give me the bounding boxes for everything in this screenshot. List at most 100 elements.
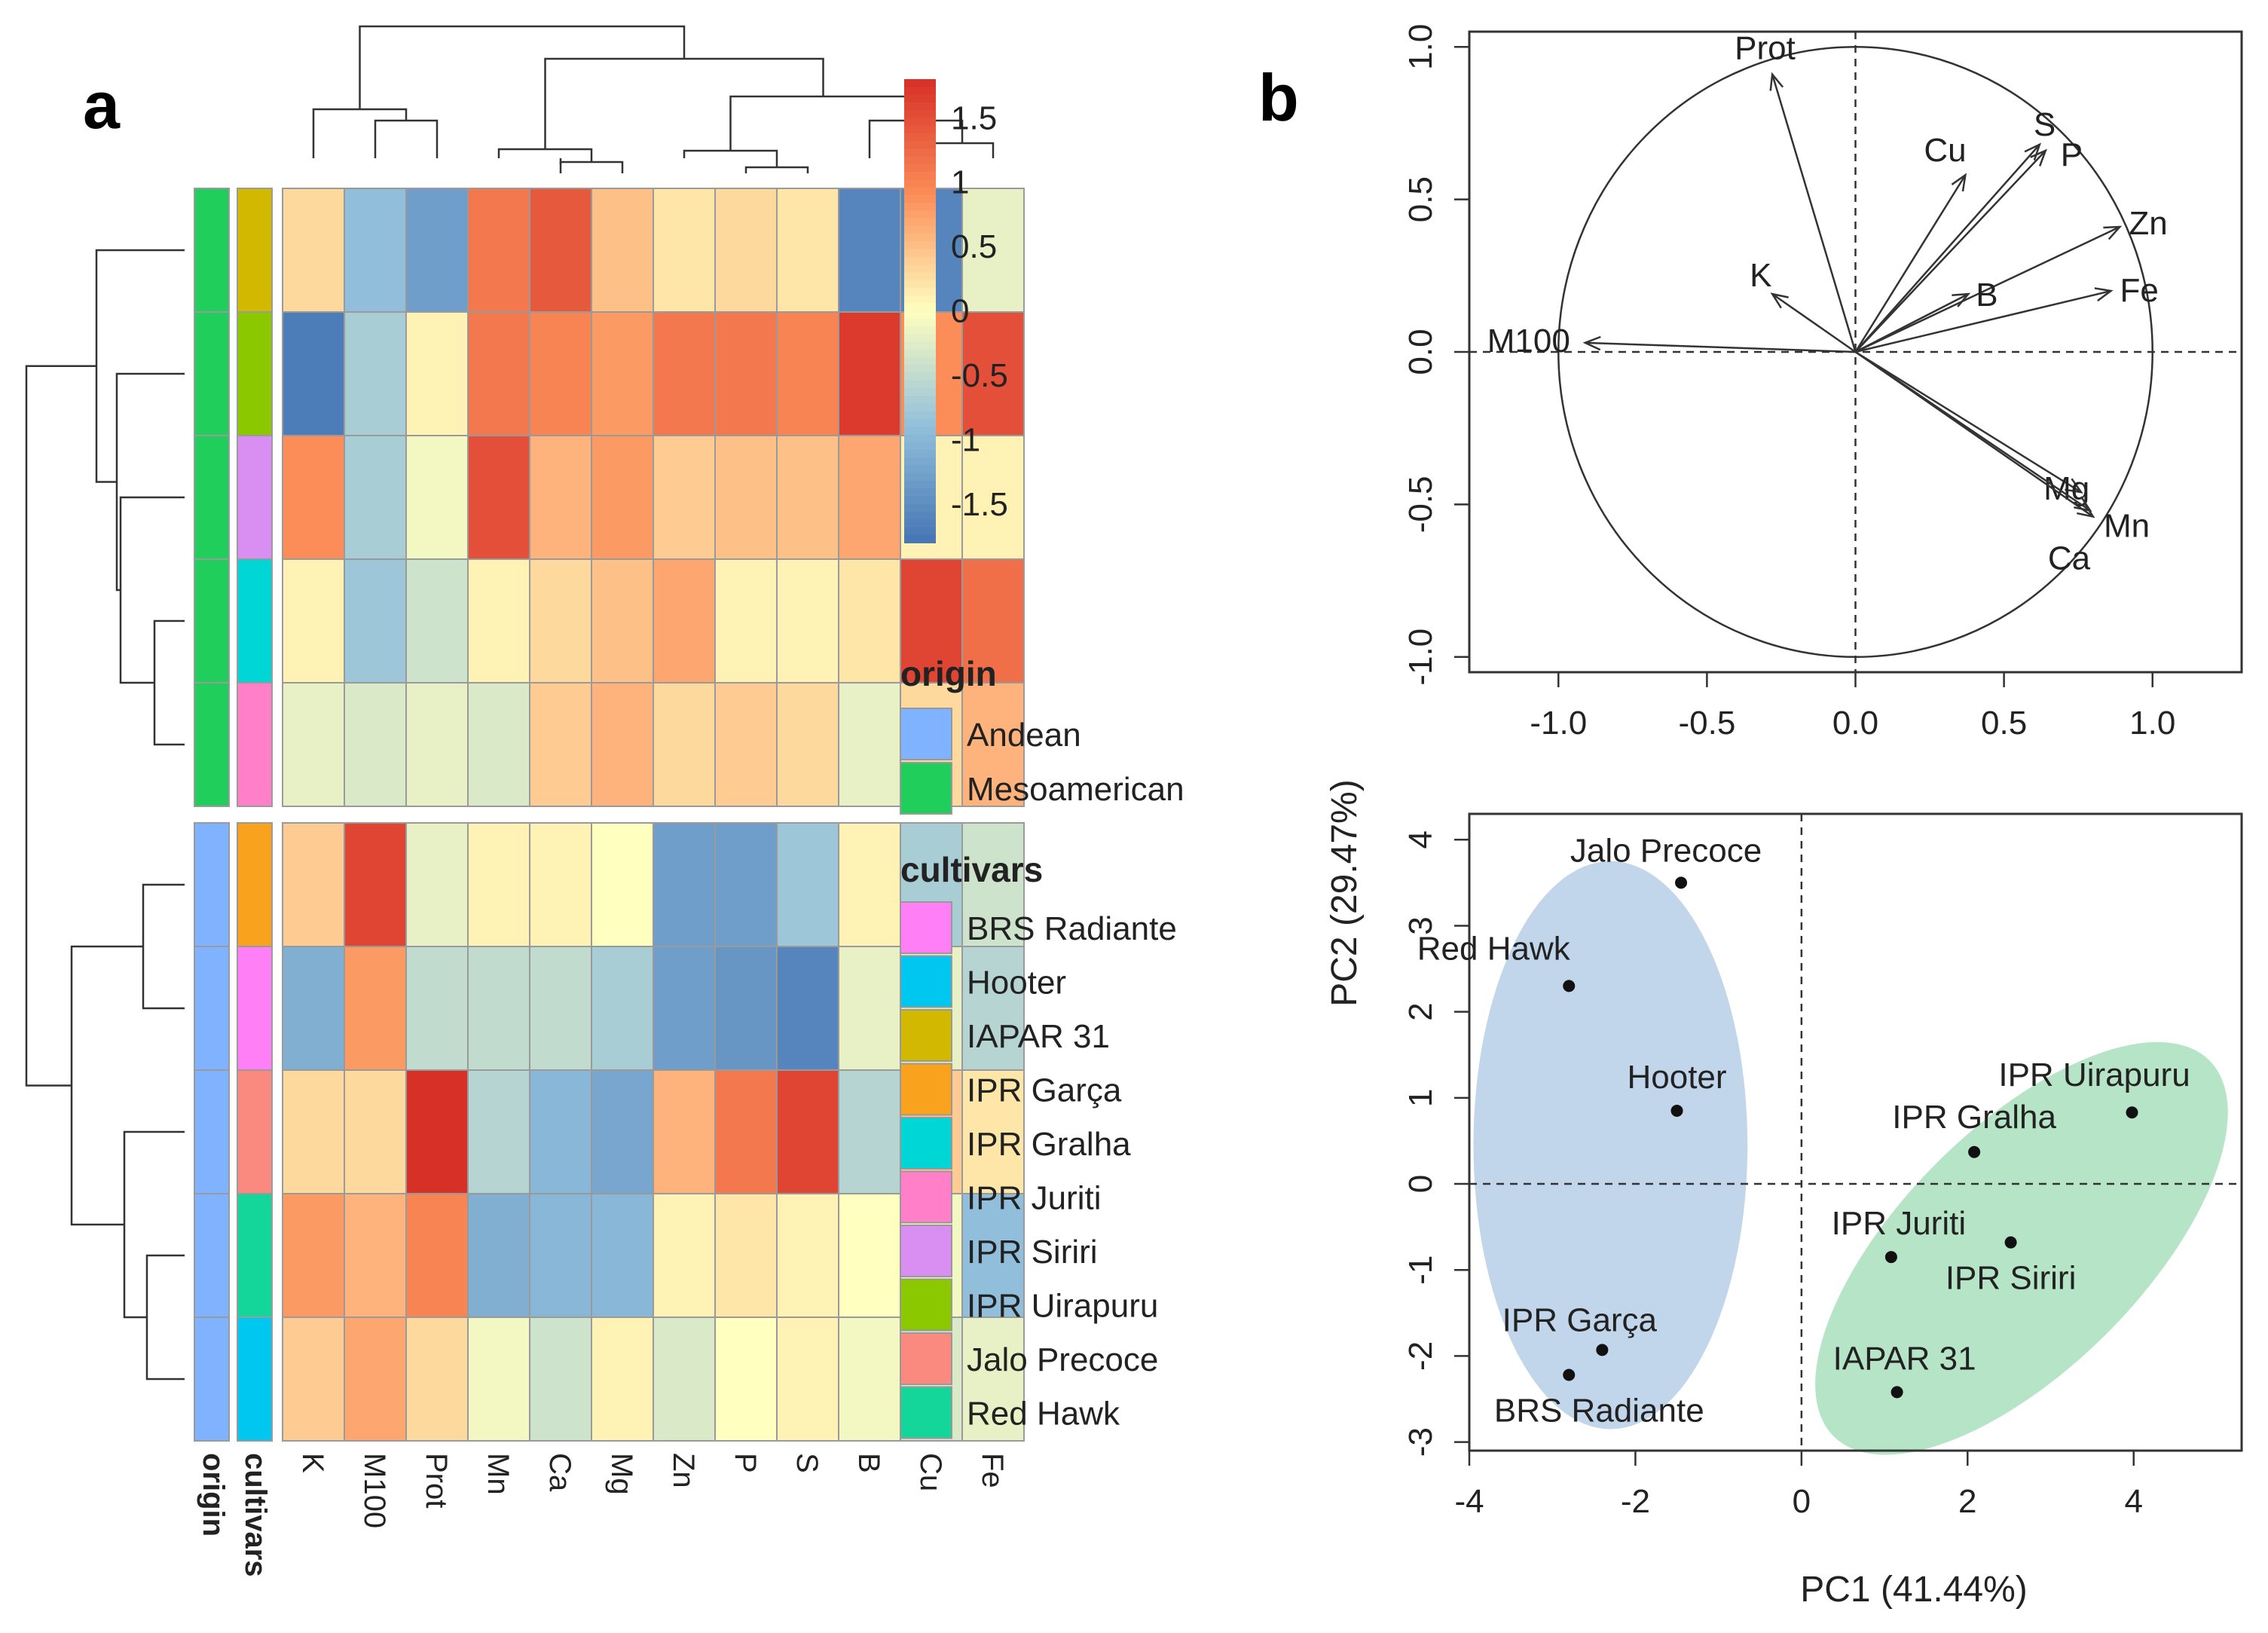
- heat-cell: [467, 682, 530, 807]
- heat-cell: [591, 682, 654, 807]
- heat-cell: [591, 311, 654, 436]
- heat-cell: [838, 1316, 901, 1442]
- arrow-head: [2103, 225, 2123, 240]
- legend-label: Jalo Precoce: [967, 1341, 1158, 1378]
- heat-cell: [653, 435, 716, 560]
- color-key-band: [904, 442, 936, 451]
- heat-cell: [714, 1316, 778, 1442]
- heat-cell: [344, 946, 407, 1071]
- loading-arrow: [1854, 174, 1967, 353]
- dendrogram-branch: [70, 945, 143, 1226]
- heat-cell: [653, 822, 716, 947]
- heat-cell: [405, 558, 469, 683]
- origin-annotation-cell: [194, 1193, 230, 1318]
- dendrogram-branch: [145, 1254, 185, 1381]
- heat-cell: [776, 1069, 839, 1194]
- heat-cell: [529, 311, 592, 436]
- cultivar-annotation-cell: [237, 188, 273, 313]
- heat-cell: [961, 1193, 1025, 1318]
- heat-cell: [529, 946, 592, 1071]
- color-key-band: [904, 133, 936, 142]
- origin-annotation-cell: [194, 1316, 230, 1442]
- heat-cell: [344, 1069, 407, 1194]
- color-key-band: [904, 527, 936, 536]
- heat-cell: [653, 311, 716, 436]
- loading-label: Ca: [2048, 540, 2091, 577]
- origin-annotation-cell: [194, 1069, 230, 1194]
- heat-cell: [529, 558, 592, 683]
- dendrogram-branch: [95, 249, 185, 483]
- color-key-band: [904, 388, 936, 397]
- x-tick-label: 2: [1958, 1483, 1976, 1520]
- heat-cell: [776, 1316, 839, 1442]
- y-tick-label: -0.5: [1402, 476, 1439, 533]
- color-key-tick: -1: [951, 421, 980, 458]
- heat-cell: [282, 558, 345, 683]
- score-point: [1675, 876, 1688, 889]
- score-label: IPR Juriti: [1832, 1205, 1966, 1242]
- score-point: [1891, 1386, 1903, 1399]
- heat-cell: [405, 1193, 469, 1318]
- dendrogram-branch: [119, 496, 185, 684]
- color-key-band: [904, 125, 936, 134]
- color-key-band: [904, 164, 936, 173]
- color-key-band: [904, 102, 936, 111]
- heat-cell: [405, 1069, 469, 1194]
- color-key-tick: 0: [951, 293, 969, 330]
- loading-label: K: [1750, 257, 1771, 294]
- heat-cell: [591, 1193, 654, 1318]
- loading-label: B: [1976, 277, 1997, 313]
- legend-swatch: [900, 1170, 952, 1224]
- y-tick-label: 1.0: [1402, 24, 1439, 70]
- heat-cell: [405, 682, 469, 807]
- dendrogram-branch: [153, 619, 185, 746]
- loading-arrow: [1771, 74, 1857, 353]
- heat-cell: [653, 682, 716, 807]
- column-label: Mn: [481, 1453, 515, 1495]
- dendrogram-branch: [142, 883, 185, 1010]
- color-key-band: [904, 156, 936, 165]
- origin-annotation-cell: [194, 946, 230, 1071]
- dendrogram-branch: [744, 166, 809, 173]
- loading-arrow: [1854, 149, 2046, 353]
- dendrogram-branch: [930, 142, 995, 158]
- color-key-band: [904, 310, 936, 320]
- legend-swatch: [900, 1063, 952, 1116]
- color-key-band: [904, 341, 936, 350]
- y-tick-label: 0.0: [1402, 329, 1439, 375]
- color-key-tick: 0.5: [951, 228, 997, 265]
- color-key-band: [904, 218, 936, 227]
- score-point: [1968, 1145, 1981, 1158]
- color-key-band: [904, 225, 936, 234]
- heat-cell: [467, 558, 530, 683]
- heat-cell: [344, 558, 407, 683]
- x-tick-label: 0.0: [1832, 705, 1878, 742]
- legend-label: IPR Gralha: [967, 1126, 1131, 1163]
- x-tick-label: -1.0: [1530, 705, 1587, 742]
- heat-cell: [344, 682, 407, 807]
- color-key-band: [904, 241, 936, 250]
- y-tick-label: 1: [1402, 1089, 1439, 1107]
- heat-cell: [529, 188, 592, 313]
- color-key-band: [904, 403, 936, 412]
- color-key-band: [904, 380, 936, 389]
- origin-annotation-cell: [194, 558, 230, 683]
- heatmap-panel: K M100 Prot Mn Ca Mg Zn P S B Cu Fe origin cultivars: [25, 25, 1025, 1577]
- annotation-legend: origin Andean Mesoamerican cultivars BRS Rad…: [900, 654, 1184, 1439]
- score-label: BRS Radiante: [1494, 1393, 1704, 1430]
- legend-swatch: [900, 1225, 952, 1277]
- heat-cell: [776, 1193, 839, 1318]
- color-key-band: [904, 481, 936, 490]
- y-tick-label: 3: [1402, 916, 1439, 934]
- heat-cell: [714, 311, 778, 436]
- loading-label: Fe: [2120, 272, 2159, 309]
- loading-label: Mg: [2043, 470, 2089, 507]
- heat-cell: [282, 1193, 345, 1318]
- heat-cell: [838, 435, 901, 560]
- cultivar-annotation-cell: [237, 435, 273, 560]
- y-tick-label: 0.5: [1402, 176, 1439, 222]
- column-label: M100: [358, 1453, 391, 1528]
- heat-cell: [838, 1193, 901, 1318]
- x-tick-label: -2: [1621, 1483, 1650, 1520]
